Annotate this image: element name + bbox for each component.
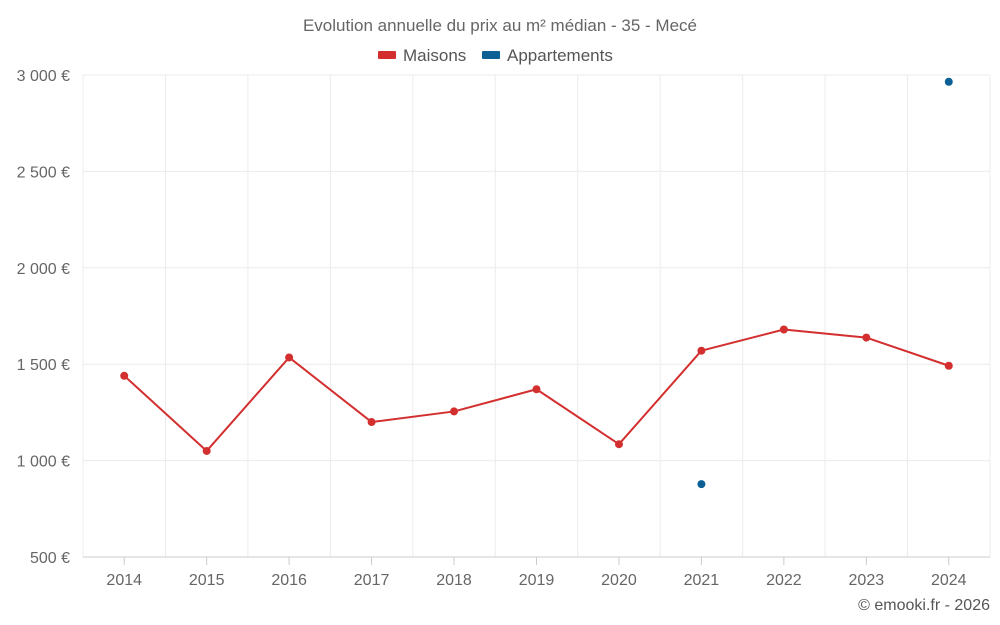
x-tick-label: 2017 bbox=[354, 572, 390, 589]
data-point-maisons[interactable] bbox=[862, 333, 871, 342]
x-tick-label: 2023 bbox=[849, 572, 885, 589]
data-point-maisons[interactable] bbox=[202, 446, 211, 455]
data-point-maisons[interactable] bbox=[944, 361, 953, 370]
x-tick-label: 2015 bbox=[189, 572, 225, 589]
y-tick-label: 3 000 € bbox=[17, 68, 70, 85]
data-point-maisons[interactable] bbox=[614, 440, 623, 449]
legend: Maisons Appartements bbox=[378, 46, 613, 65]
data-point-appartements[interactable] bbox=[944, 77, 953, 86]
legend-swatch-maisons[interactable] bbox=[378, 51, 396, 59]
x-tick-label: 2021 bbox=[684, 572, 720, 589]
data-point-maisons[interactable] bbox=[697, 346, 706, 355]
data-point-maisons[interactable] bbox=[285, 353, 294, 362]
data-point-appartements[interactable] bbox=[697, 480, 706, 489]
series-layer bbox=[120, 77, 953, 489]
y-tick-label: 1 000 € bbox=[17, 454, 70, 471]
data-point-maisons[interactable] bbox=[779, 325, 788, 334]
axes: 500 € 1 000 € 1 500 € 2 000 € 2 500 € 3 000 €… bbox=[17, 68, 990, 589]
credit-text[interactable]: © emooki.fr - 2026 bbox=[858, 597, 990, 614]
data-point-maisons[interactable] bbox=[120, 371, 129, 380]
y-tick-label: 500 € bbox=[30, 550, 70, 567]
data-point-maisons[interactable] bbox=[532, 385, 541, 394]
legend-label-appartements[interactable]: Appartements bbox=[507, 46, 613, 65]
x-tick-label: 2016 bbox=[271, 572, 307, 589]
x-tick-label: 2024 bbox=[931, 572, 967, 589]
x-tick-label: 2020 bbox=[601, 572, 637, 589]
grid bbox=[82, 74, 991, 557]
x-tick-label: 2018 bbox=[436, 572, 472, 589]
x-tick-label: 2022 bbox=[766, 572, 802, 589]
x-tick-label: 2014 bbox=[106, 572, 142, 589]
y-tick-label: 1 500 € bbox=[17, 357, 70, 374]
y-tick-label: 2 000 € bbox=[17, 261, 70, 278]
data-point-maisons[interactable] bbox=[450, 407, 459, 416]
y-tick-label: 2 500 € bbox=[17, 164, 70, 181]
legend-swatch-appartements[interactable] bbox=[482, 51, 500, 59]
chart-title: Evolution annuelle du prix au m² médian … bbox=[303, 16, 697, 35]
data-point-maisons[interactable] bbox=[367, 418, 376, 427]
x-tick-label: 2019 bbox=[519, 572, 555, 589]
legend-label-maisons[interactable]: Maisons bbox=[403, 46, 466, 65]
